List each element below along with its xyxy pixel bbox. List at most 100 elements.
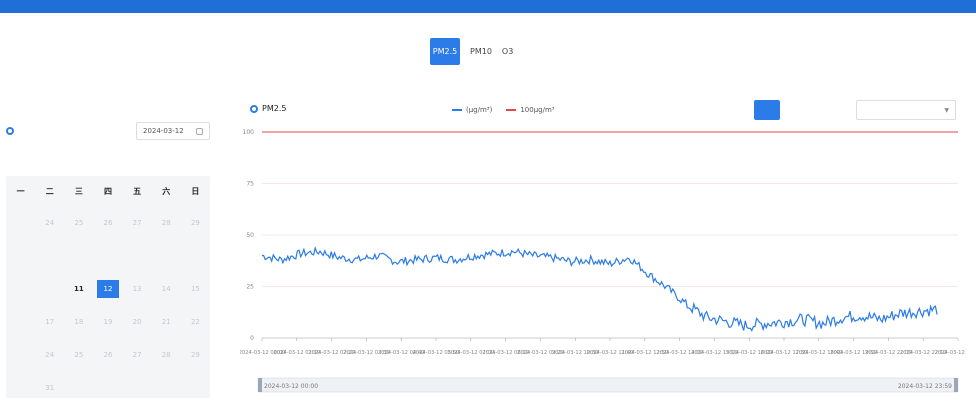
range-button-3[interactable] — [818, 100, 846, 120]
calendar-title — [6, 127, 18, 135]
x-tick-label: 2024-03-12 11:40 — [587, 350, 634, 356]
calendar-day[interactable]: 26 — [103, 350, 113, 359]
y-tick-label: 100 — [243, 129, 255, 136]
calendar-day[interactable]: 25 — [74, 218, 84, 227]
calendar-day[interactable] — [10, 313, 32, 331]
legend-swatch — [506, 109, 517, 111]
calendar-day[interactable] — [184, 247, 206, 265]
calendar-day[interactable]: 27 — [132, 218, 142, 227]
calendar-day[interactable]: 29 — [190, 218, 200, 227]
calendar-day[interactable] — [10, 379, 32, 397]
x-tick-label: 2024-03-12 10:30 — [552, 350, 599, 356]
zoom-scrollbar-handle-right[interactable] — [954, 378, 958, 392]
range-button-1[interactable] — [754, 100, 780, 120]
x-tick-label: 2024-03-12 08:10 — [482, 350, 529, 356]
x-tick-label: 2024-03-12 12:50 — [621, 350, 668, 356]
calendar-icon[interactable] — [196, 127, 203, 135]
x-tick-label: 2024-03-12 00:00 — [240, 350, 285, 356]
weekday-label: 二 — [45, 186, 54, 196]
calendar-day[interactable]: 26 — [103, 218, 113, 227]
calendar-day[interactable]: 13 — [132, 284, 142, 293]
weekday-label: 四 — [103, 186, 112, 196]
legend-item[interactable]: 100μg/m³ — [506, 106, 555, 114]
weekday-label: 日 — [191, 186, 200, 196]
calendar-day[interactable]: 18 — [74, 317, 84, 326]
chart-title-label: PM2.5 — [262, 104, 287, 113]
y-axis-ticks: 0 25 50 75 100 — [243, 129, 255, 342]
calendar-day[interactable]: 28 — [161, 350, 171, 359]
calendar-grid: 一 二 三 四 五 六 日 24 25 26 27 28 29 11 12 13 14 15 17 18 19 20 21… — [6, 176, 210, 398]
x-tick-label: 2024-03-12 19:50 — [830, 350, 877, 356]
calendar-day[interactable] — [126, 379, 148, 397]
calendar-day[interactable] — [97, 247, 119, 265]
date-value: 2024-03-12 — [143, 127, 184, 135]
calendar-day[interactable] — [10, 214, 32, 232]
legend-swatch — [452, 109, 462, 111]
x-tick-label: 2024-03-12 16:20 — [726, 350, 773, 356]
calendar-day[interactable]: 15 — [190, 284, 200, 293]
legend-item[interactable]: (μg/m³) — [452, 106, 492, 114]
x-tick-label: 2024-03-12 02:20 — [308, 350, 355, 356]
weekday-label: 六 — [162, 186, 171, 196]
x-tick-label: 2024-03-12 15:10 — [691, 350, 738, 356]
calendar-days: 24 25 26 27 28 29 11 12 13 14 15 17 18 19 20 21 22 24 25 26… — [6, 206, 210, 404]
pollutant-tab[interactable]: O3 — [501, 47, 514, 56]
calendar-day[interactable]: 21 — [161, 317, 171, 326]
y-tick-label: 25 — [246, 284, 254, 291]
calendar-day[interactable]: 19 — [103, 317, 113, 326]
x-tick-label: 2024-03-12 09:20 — [517, 350, 564, 356]
calendar-day[interactable] — [126, 247, 148, 265]
calendar-day[interactable]: 14 — [161, 284, 171, 293]
pollutant-tab[interactable]: PM2.5 — [430, 38, 460, 65]
scrollbar-end-label: 2024-03-12 23:59 — [898, 383, 952, 390]
calendar-day[interactable]: 24 — [45, 218, 55, 227]
calendar-day[interactable] — [97, 379, 119, 397]
calendar-day[interactable]: 22 — [190, 317, 200, 326]
calendar-day[interactable] — [10, 280, 32, 298]
calendar-day[interactable]: 27 — [132, 350, 142, 359]
zoom-scrollbar-handle-left[interactable] — [258, 378, 262, 392]
scrollbar-start-label: 2024-03-12 00:00 — [264, 383, 318, 390]
weekday-label: 一 — [16, 186, 25, 196]
calendar-day[interactable] — [184, 379, 206, 397]
calendar-day[interactable]: 17 — [45, 317, 55, 326]
calendar-day[interactable]: 12 — [96, 279, 119, 298]
chart-legend: (μg/m³) 100μg/m³ — [452, 106, 555, 114]
calendar-day[interactable]: 25 — [74, 350, 84, 359]
date-picker-input[interactable]: 2024-03-12 — [136, 122, 210, 140]
calendar-day[interactable] — [39, 280, 61, 298]
calendar-day[interactable] — [155, 379, 177, 397]
calendar-day[interactable]: 24 — [45, 350, 55, 359]
region-select[interactable]: ▼ — [856, 100, 956, 120]
zoom-scrollbar-track[interactable] — [257, 377, 959, 393]
pollutant-tabs: PM2.5 PM10 O3 — [430, 38, 523, 65]
range-button-2[interactable] — [786, 100, 814, 120]
weekday-label: 五 — [133, 186, 142, 196]
calendar-week-row — [6, 239, 210, 272]
x-tick-label: 2024-03-12 05:50 — [413, 350, 460, 356]
calendar-week-row: 17 18 19 20 21 22 — [6, 305, 210, 338]
calendar-day[interactable] — [10, 346, 32, 364]
calendar-day[interactable] — [68, 247, 90, 265]
calendar-day[interactable] — [68, 379, 90, 397]
x-tick-label: 2024-03-12 21:00 — [865, 350, 912, 356]
calendar-day[interactable]: 20 — [132, 317, 142, 326]
calendar-week-row: 24 25 26 27 28 29 — [6, 338, 210, 371]
circle-icon — [6, 127, 14, 135]
calendar-day[interactable]: 11 — [73, 284, 84, 293]
legend-label: 100μg/m³ — [520, 106, 555, 114]
calendar-day[interactable] — [155, 247, 177, 265]
calendar-day[interactable]: 29 — [190, 350, 200, 359]
calendar-day[interactable]: 28 — [161, 218, 171, 227]
chart-grid — [262, 131, 958, 339]
calendar-day[interactable] — [10, 247, 32, 265]
calendar-day[interactable] — [39, 247, 61, 265]
calendar-week-row: 31 — [6, 371, 210, 404]
legend-label: (μg/m³) — [466, 106, 493, 114]
x-tick-label: 2024-03-12 03:30 — [343, 350, 390, 356]
y-tick-label: 50 — [246, 232, 254, 239]
pollutant-tab[interactable]: PM10 — [470, 47, 492, 56]
calendar-day[interactable]: 31 — [45, 383, 55, 392]
